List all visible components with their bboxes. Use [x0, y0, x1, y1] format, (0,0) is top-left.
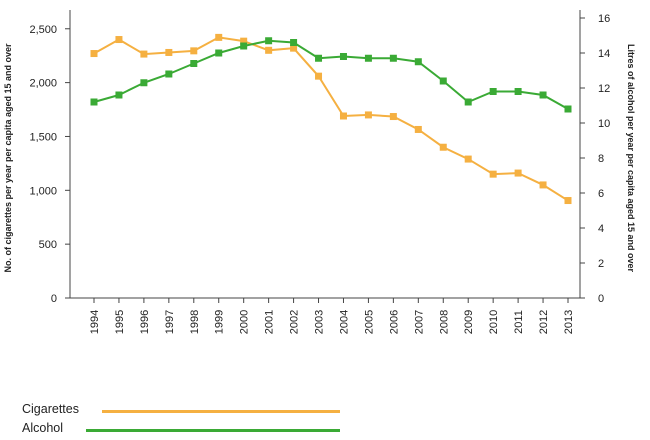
alcohol-point: [339, 53, 347, 60]
series-line-cigarettes: [93, 36, 569, 202]
x-tick-label: 2008: [438, 310, 450, 334]
left-tick-label: 0: [51, 293, 57, 305]
right-axis-title: Litres of alcohol per year per capita ag…: [626, 44, 636, 273]
x-tick-label: 1998: [189, 310, 201, 334]
x-tick-label: 2005: [363, 310, 375, 334]
legend-label-alcohol: Alcohol: [22, 421, 63, 435]
cigarettes-point: [215, 33, 223, 41]
x-tick-label: 1996: [139, 310, 151, 334]
right-tick-label: 12: [598, 83, 610, 95]
x-tick-label: 1999: [214, 310, 226, 334]
cigarettes-point: [339, 112, 347, 120]
right-tick-label: 8: [598, 153, 604, 165]
cigarettes-point: [564, 197, 572, 205]
left-tick-label: 1,000: [29, 185, 57, 197]
alcohol-point: [165, 70, 173, 78]
x-tick-label: 2013: [563, 310, 575, 334]
x-tick-label: 2010: [488, 310, 500, 334]
right-tick-label: 14: [598, 48, 610, 60]
cigarettes-point: [90, 50, 98, 58]
alcohol-point: [215, 49, 223, 57]
x-tick-label: 1997: [164, 310, 176, 334]
cigarettes-point: [140, 50, 148, 58]
alcohol-point: [414, 58, 422, 66]
cigarettes-point: [265, 46, 273, 54]
x-tick-label: 2000: [239, 310, 251, 334]
left-tick-label: 2,500: [29, 24, 57, 36]
x-tick-label: 2006: [388, 310, 400, 334]
legend-line-alcohol: [86, 429, 340, 432]
x-tick-label: 1994: [89, 310, 101, 334]
cigarettes-point: [514, 169, 522, 177]
right-tick-label: 2: [598, 258, 604, 270]
alcohol-point: [389, 54, 397, 62]
alcohol-point: [489, 88, 497, 95]
x-tick-label: 2002: [289, 310, 301, 334]
x-tick-label: 2001: [264, 310, 276, 334]
right-tick-label: 16: [598, 13, 610, 25]
left-axis-ticks: 0 500 1,000 1,500 2,000 2,500: [29, 24, 70, 305]
right-tick-label: 10: [598, 118, 610, 130]
alcohol-point: [190, 60, 198, 67]
x-tick-label: 2004: [338, 310, 350, 334]
legend-line-cigarettes: [102, 410, 340, 413]
left-tick-label: 2,000: [29, 78, 57, 90]
alcohol-point: [290, 39, 298, 46]
cigarettes-point: [389, 113, 397, 121]
x-tick-label: 2007: [413, 310, 425, 334]
alcohol-point: [240, 42, 248, 50]
x-axis-ticks: 1994 1995 1996 1997 1998 1999 2000 2001 2002 2003…: [89, 298, 575, 334]
cigarettes-point: [290, 44, 298, 52]
cigarettes-point: [190, 47, 198, 55]
left-tick-label: 500: [39, 239, 57, 251]
legend-label-cigarettes: Cigarettes: [22, 402, 79, 416]
alcohol-point: [90, 98, 98, 106]
left-axis-title: No. of cigarettes per year per capita ag…: [3, 43, 13, 273]
cigarettes-point: [489, 170, 497, 178]
cigarettes-point: [315, 72, 323, 80]
cigarettes-point: [165, 48, 173, 56]
x-tick-label: 1995: [114, 310, 126, 334]
cigarettes-point: [539, 181, 547, 189]
left-tick-label: 1,500: [29, 131, 57, 143]
cigarettes-point: [364, 111, 372, 119]
right-tick-label: 0: [598, 293, 604, 305]
x-tick-label: 2011: [513, 310, 525, 334]
cigarettes-point: [115, 36, 123, 44]
x-tick-label: 2003: [314, 310, 326, 334]
cigarettes-point: [414, 125, 422, 133]
x-tick-label: 2012: [538, 310, 550, 334]
right-axis-ticks: 0 2 4 6 8 10 12 14 16: [580, 13, 610, 305]
x-tick-label: 2009: [463, 310, 475, 334]
alcohol-point: [265, 37, 273, 45]
cigarettes-point: [240, 37, 248, 45]
alcohol-point: [115, 91, 123, 99]
series-line-alcohol: [93, 39, 569, 110]
alcohol-point: [464, 98, 472, 106]
series-group: [90, 33, 572, 205]
alcohol-point: [539, 91, 547, 99]
alcohol-point: [439, 77, 447, 85]
right-tick-label: 4: [598, 223, 604, 235]
right-tick-label: 6: [598, 188, 604, 200]
alcohol-point: [364, 54, 372, 62]
cigarettes-point: [464, 155, 472, 163]
alcohol-point: [564, 105, 572, 113]
alcohol-point: [514, 88, 522, 95]
cigarettes-point: [439, 143, 447, 151]
alcohol-point: [140, 79, 148, 87]
alcohol-point: [315, 54, 323, 62]
